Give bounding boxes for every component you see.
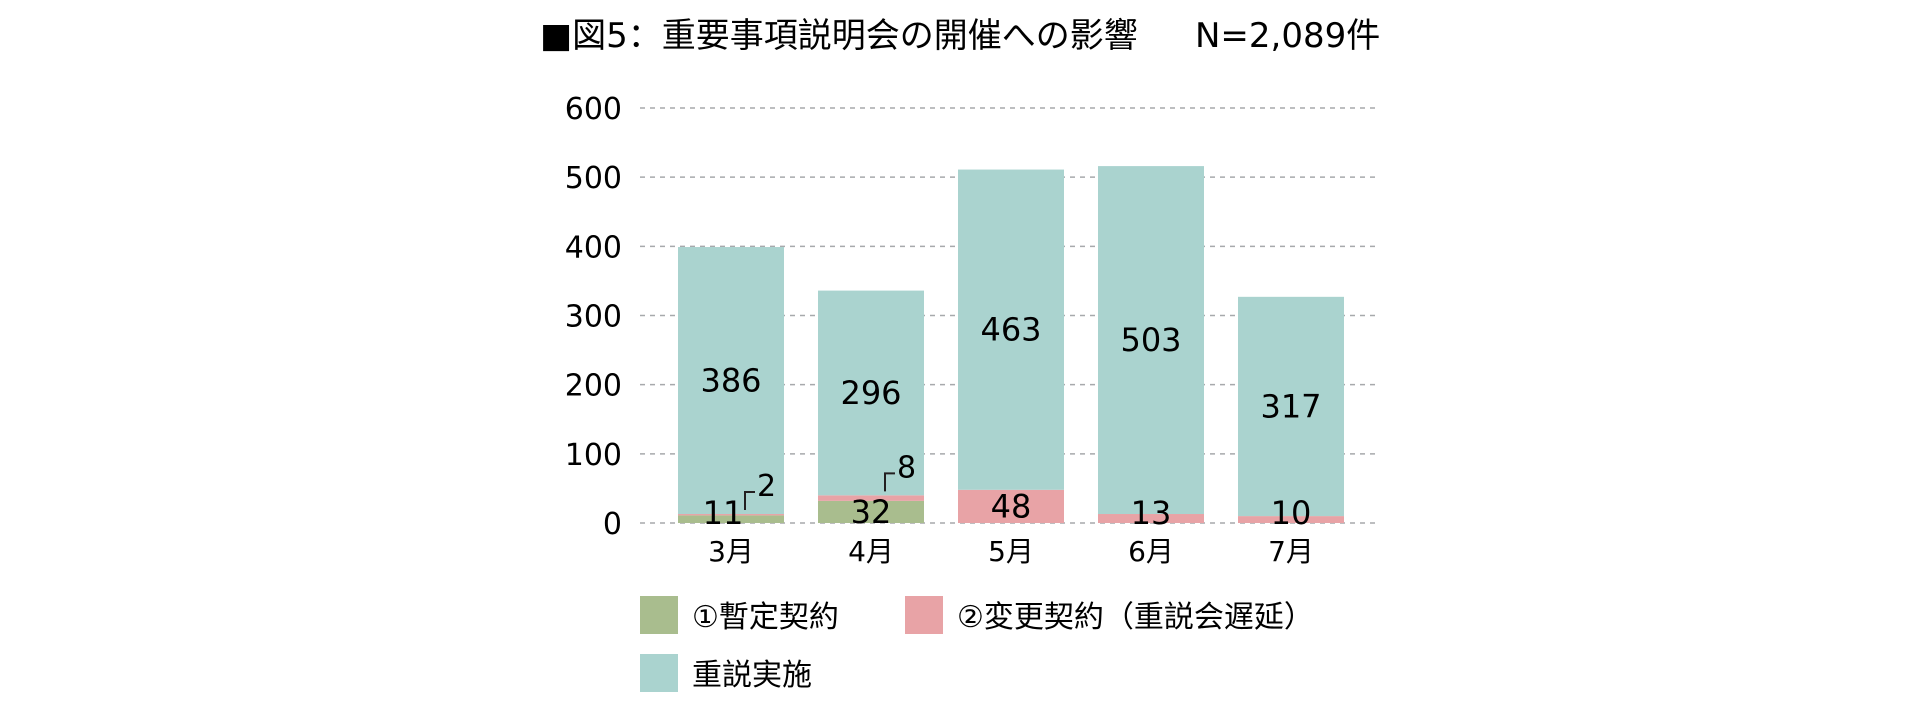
data-label: 32: [851, 493, 892, 531]
data-label: 10: [1271, 494, 1312, 532]
x-category-label: 3月: [708, 535, 754, 568]
data-label: 296: [840, 374, 901, 412]
x-category-label: 7月: [1268, 535, 1314, 568]
chart-title-group: ■図5：重要事項説明会の開催への影響 N=2,089件: [540, 16, 1380, 56]
bar-segment: [818, 290, 924, 496]
y-tick-label: 0: [603, 507, 622, 542]
legend: ①暫定契約 ②変更契約（重説会遅延） 重説実施: [640, 596, 1314, 693]
data-label: 11: [703, 494, 744, 532]
bar-segment: [678, 514, 784, 516]
x-category-label: 5月: [988, 535, 1034, 568]
bar-segment: [1098, 514, 1204, 523]
bar-segment: [1238, 296, 1344, 517]
bar-segment: [958, 169, 1064, 490]
data-label: 317: [1260, 387, 1321, 425]
chart-title: ■図5：重要事項説明会の開催への影響: [540, 16, 1138, 56]
bar-segment: [1238, 516, 1344, 523]
bar-segment: [818, 495, 924, 501]
legend-label: ①暫定契約: [692, 600, 839, 635]
y-tick-label: 300: [565, 300, 622, 335]
bars: [678, 166, 1344, 523]
y-tick-label: 600: [565, 92, 622, 127]
bar-segment: [818, 500, 924, 523]
x-category-label: 4月: [848, 535, 894, 568]
data-label: 463: [980, 311, 1041, 349]
data-labels: 11 2 386 328 296 48 463 13 503 10 317: [700, 311, 1321, 532]
data-label-callout: 2: [757, 469, 776, 504]
y-tick-label: 200: [565, 369, 622, 404]
callout-bracket: [884, 472, 895, 492]
data-label: 386: [700, 362, 761, 400]
bar-segment: [958, 489, 1064, 523]
y-tick-label: 400: [565, 230, 622, 265]
legend-swatch: [905, 596, 943, 634]
legend-label: 重説実施: [692, 658, 812, 693]
data-label: 13: [1131, 494, 1172, 532]
legend-swatch: [640, 596, 678, 634]
chart-note: N=2,089件: [1195, 16, 1380, 56]
y-axis-ticks: 0 100 200 300 400 500 600: [565, 92, 622, 542]
callout-bracket: [744, 491, 755, 511]
bar-segment: [1098, 166, 1204, 515]
legend-label: ②変更契約（重説会遅延）: [957, 600, 1314, 635]
y-tick-label: 500: [565, 161, 622, 196]
bar-segment: [678, 247, 784, 515]
legend-swatch: [640, 654, 678, 692]
bar-segment: [678, 515, 784, 523]
data-label-callout: 8: [897, 450, 916, 485]
y-tick-label: 100: [565, 438, 622, 473]
data-label: 503: [1120, 321, 1181, 359]
data-label: 48: [991, 487, 1032, 525]
x-category-label: 6月: [1128, 535, 1174, 568]
x-axis-categories: 3月 4月 5月 6月 7月: [708, 535, 1314, 568]
